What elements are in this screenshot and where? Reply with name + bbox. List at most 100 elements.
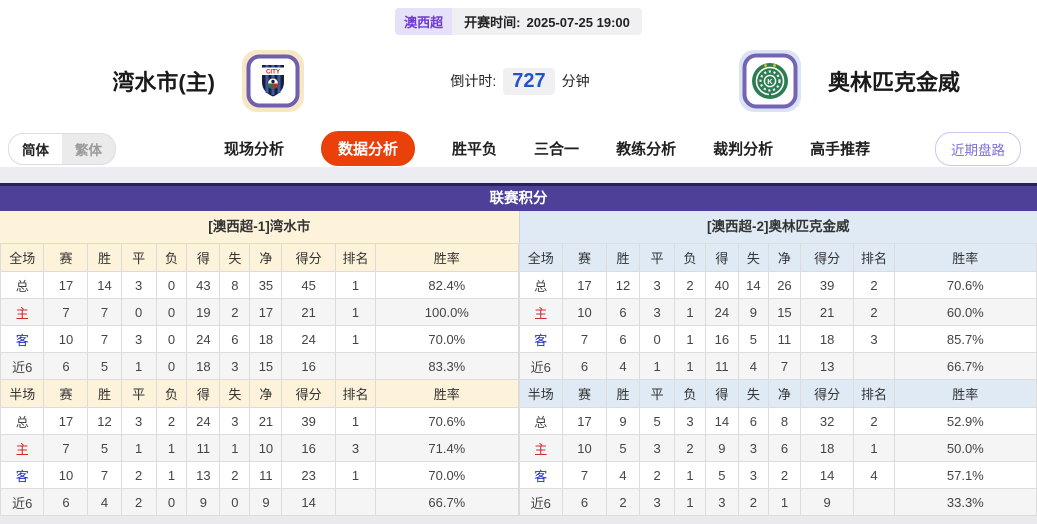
- stat-cell: [334, 488, 377, 516]
- column-header: 胜: [605, 379, 641, 408]
- stat-cell: 17: [561, 271, 607, 299]
- stat-cell: 1: [674, 461, 706, 489]
- stat-cell: 7: [87, 298, 122, 326]
- column-header: 胜率: [375, 379, 519, 408]
- row-label: 总: [518, 271, 563, 299]
- stat-cell: 6: [561, 352, 607, 380]
- column-header: 负: [155, 243, 188, 272]
- stat-cell: 16: [704, 325, 739, 353]
- stat-cell: 2: [767, 461, 801, 489]
- league-badge[interactable]: 澳西超: [395, 8, 453, 35]
- column-header: 平: [120, 243, 157, 272]
- row-label: 主: [0, 434, 45, 462]
- stat-cell: 1: [767, 488, 801, 516]
- home-team-name[interactable]: 湾水市(主): [112, 70, 215, 95]
- stat-cell: 8: [219, 271, 251, 299]
- away-team-name[interactable]: 奥林匹克金威: [828, 70, 961, 95]
- stat-cell: 13: [186, 461, 221, 489]
- column-header: 净: [249, 243, 283, 272]
- language-toggle: 简体 繁体: [8, 132, 116, 165]
- row-label: 客: [518, 325, 563, 353]
- stat-cell: 16: [281, 352, 336, 380]
- svg-text:CITY: CITY: [266, 69, 281, 76]
- home-team-logo[interactable]: CITY: [241, 49, 305, 113]
- away-half-header-row: 半场赛胜平负得失净得分 排名 胜率: [518, 379, 1037, 408]
- stat-cell: 3: [853, 325, 895, 353]
- table-row: 主 7 7 0 0 19 2 17 21 1 100.0%: [0, 298, 519, 326]
- column-header: 胜率: [893, 243, 1037, 272]
- stat-cell: 1: [674, 352, 706, 380]
- stat-cell: 3: [737, 461, 769, 489]
- stat-cell: 60.0%: [893, 298, 1037, 326]
- row-label: 客: [0, 325, 45, 353]
- stat-cell: 9: [249, 488, 283, 516]
- stat-cell: 85.7%: [893, 325, 1037, 353]
- stat-cell: 3: [704, 488, 739, 516]
- match-meta-row: 澳西超 开赛时间: 2025-07-25 19:00: [0, 0, 1037, 35]
- stat-cell: 17: [43, 271, 89, 299]
- stat-cell: 11: [704, 352, 739, 380]
- stat-cell: 15: [767, 298, 801, 326]
- stat-cell: 3: [219, 352, 251, 380]
- stat-cell: 57.1%: [893, 461, 1037, 489]
- stat-cell: 3: [737, 434, 769, 462]
- stat-cell: 2: [219, 298, 251, 326]
- column-header: 赛: [43, 243, 89, 272]
- page-footer: [0, 516, 1037, 524]
- stat-cell: 35: [249, 271, 283, 299]
- lang-traditional[interactable]: 繁体: [75, 142, 102, 158]
- teams-row: 湾水市(主) CITY: [0, 35, 1037, 127]
- stat-cell: 21: [249, 407, 283, 435]
- stat-cell: 3: [639, 271, 676, 299]
- row-label: 近6: [518, 488, 563, 516]
- stat-cell: 14: [704, 407, 739, 435]
- stat-cell: 14: [87, 271, 122, 299]
- stat-cell: 39: [281, 407, 336, 435]
- stat-cell: 3: [639, 298, 676, 326]
- away-full-header-row: 全场赛胜平负得失净得分 排名 胜率: [518, 243, 1037, 272]
- stat-cell: 2: [674, 434, 706, 462]
- tab-三合一[interactable]: 三合一: [534, 141, 580, 158]
- stat-cell: 0: [155, 352, 188, 380]
- column-header: 负: [674, 243, 706, 272]
- nav-tabs: 现场分析 数据分析 胜平负 三合一 教练分析 裁判分析 高手推荐: [224, 131, 870, 166]
- column-header: 得: [704, 243, 739, 272]
- stat-cell: 83.3%: [375, 352, 519, 380]
- column-header: 排名: [853, 379, 895, 408]
- tab-高手推荐[interactable]: 高手推荐: [810, 141, 871, 158]
- row-label: 客: [0, 461, 45, 489]
- tab-教练分析[interactable]: 教练分析: [616, 141, 677, 158]
- column-header: 排名: [334, 243, 377, 272]
- stat-cell: 1: [334, 325, 377, 353]
- table-row: 近6 6 5 1 0 18 3 15 16 83.3%: [0, 352, 519, 380]
- column-header: 排名: [334, 379, 377, 408]
- stat-cell: 11: [767, 325, 801, 353]
- lang-simplified[interactable]: 简体: [9, 133, 62, 164]
- home-half-header-row: 半场赛胜平负得失净得分 排名 胜率: [0, 379, 519, 408]
- stat-cell: 7: [561, 461, 607, 489]
- stat-cell: 0: [155, 271, 188, 299]
- stat-cell: 1: [219, 434, 251, 462]
- column-header: 净: [249, 379, 283, 408]
- stat-cell: 9: [704, 434, 739, 462]
- away-team-logo[interactable]: K: [738, 49, 802, 113]
- stat-cell: 1: [334, 461, 377, 489]
- recent-trends-button[interactable]: 近期盘路: [935, 131, 1021, 166]
- tab-数据分析[interactable]: 数据分析: [321, 131, 416, 166]
- home-standings-table: 全场赛胜平负得失净得分 排名 胜率总 17 14 3 0 43 8 35 45 1 82.4% 主 7 7 0 0…: [0, 243, 519, 516]
- tab-现场分析[interactable]: 现场分析: [224, 141, 285, 158]
- stat-cell: 11: [249, 461, 283, 489]
- tab-胜平负[interactable]: 胜平负: [452, 141, 498, 158]
- stat-cell: 6: [737, 407, 769, 435]
- stat-cell: 2: [853, 407, 895, 435]
- home-team: 湾水市(主) CITY: [0, 49, 420, 113]
- column-header: 负: [155, 379, 188, 408]
- tab-裁判分析[interactable]: 裁判分析: [713, 141, 774, 158]
- stat-cell: 1: [674, 488, 706, 516]
- kickoff-label: 开赛时间:: [464, 15, 521, 30]
- stat-cell: 6: [561, 488, 607, 516]
- stat-cell: 21: [799, 298, 855, 326]
- standings-tables: 全场赛胜平负得失净得分 排名 胜率总 17 14 3 0 43 8 35 45 1 82.4% 主 7 7 0 0…: [0, 243, 1037, 516]
- stat-cell: 18: [799, 325, 855, 353]
- home-subheader: [澳西超-1]湾水市: [0, 211, 519, 243]
